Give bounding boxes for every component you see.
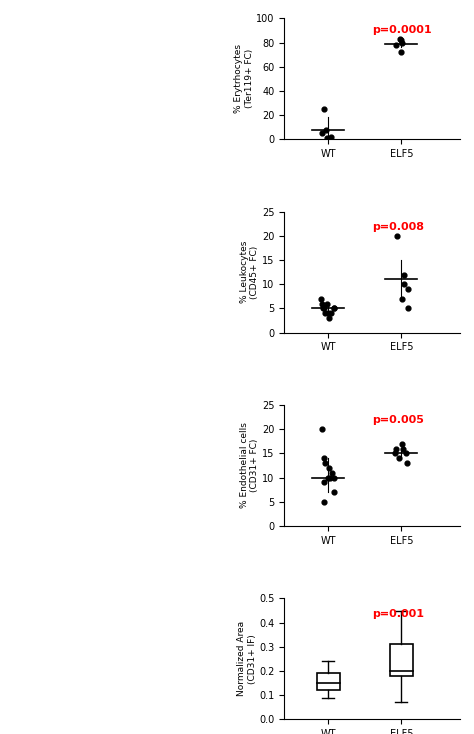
Point — [325, 308, 332, 319]
Text: p=0.0001: p=0.0001 — [372, 25, 432, 34]
Y-axis label: % Leukocytes
(CD45+ FC): % Leukocytes (CD45+ FC) — [240, 241, 259, 303]
Point — [403, 457, 411, 469]
Point — [319, 127, 326, 139]
Point — [325, 312, 333, 324]
Point — [330, 302, 338, 314]
Point — [324, 472, 332, 484]
Text: p=0.008: p=0.008 — [372, 222, 424, 232]
Point — [398, 438, 406, 450]
Point — [395, 452, 402, 464]
Point — [398, 37, 406, 48]
Point — [321, 308, 329, 319]
Point — [323, 132, 331, 144]
FancyBboxPatch shape — [317, 673, 340, 690]
Point — [391, 448, 399, 459]
Point — [324, 298, 331, 310]
Y-axis label: Normalized Area
(CD31+ IF): Normalized Area (CD31+ IF) — [237, 621, 256, 697]
Point — [330, 486, 337, 498]
Y-axis label: % Endothelial cells
(CD31+ FC): % Endothelial cells (CD31+ FC) — [240, 423, 259, 509]
Point — [401, 269, 408, 280]
Point — [320, 476, 328, 488]
Point — [320, 302, 328, 314]
Point — [397, 33, 404, 45]
Point — [404, 302, 412, 314]
Point — [404, 283, 412, 295]
Point — [393, 230, 401, 241]
Point — [392, 39, 400, 51]
Point — [398, 293, 406, 305]
Point — [399, 443, 407, 454]
Point — [320, 496, 328, 508]
Point — [321, 457, 329, 469]
Point — [320, 452, 328, 464]
Point — [319, 302, 327, 314]
Point — [328, 308, 335, 319]
Point — [318, 298, 326, 310]
Text: p=0.001: p=0.001 — [372, 608, 424, 619]
Point — [327, 131, 335, 142]
Y-axis label: % Erytrhocytes
(Ter119+ FC): % Erytrhocytes (Ter119+ FC) — [234, 44, 254, 113]
Point — [402, 448, 410, 459]
Point — [326, 472, 334, 484]
Point — [397, 46, 404, 58]
Point — [318, 293, 325, 305]
Point — [319, 424, 326, 435]
Point — [392, 443, 400, 454]
Point — [325, 462, 332, 474]
Point — [401, 278, 408, 290]
Point — [397, 34, 404, 46]
Point — [330, 472, 338, 484]
Point — [330, 302, 338, 314]
Point — [320, 103, 328, 115]
Text: p=0.005: p=0.005 — [372, 415, 424, 425]
Point — [328, 467, 336, 479]
Point — [322, 123, 330, 135]
FancyBboxPatch shape — [390, 644, 413, 676]
